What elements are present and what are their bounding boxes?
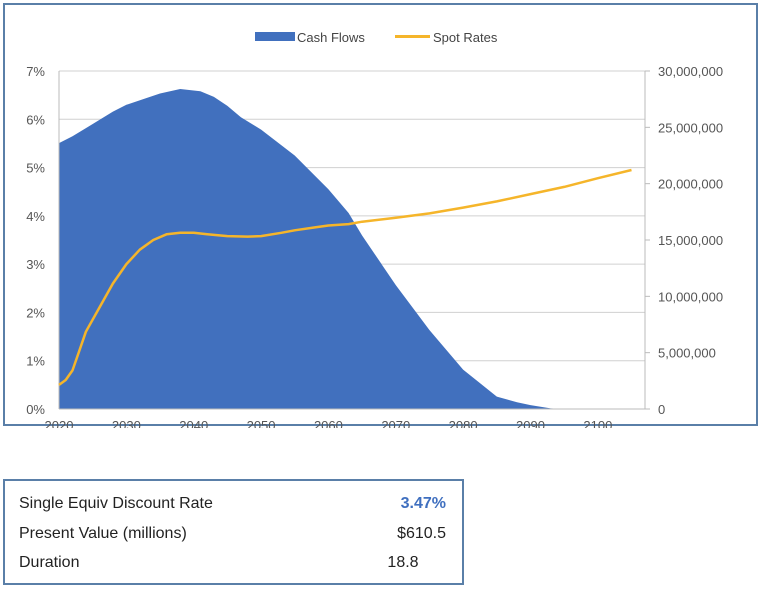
x-axis-tick-label: 2040 (179, 418, 208, 428)
stat-row-duration: Duration 18.8 (19, 548, 446, 578)
x-axis-tick-label: 2020 (45, 418, 74, 428)
legend-label-spot-rates: Spot Rates (433, 30, 498, 45)
left-axis-tick-label: 5% (26, 161, 45, 176)
left-axis-tick-label: 1% (26, 354, 45, 369)
right-axis-tick-label: 5,000,000 (658, 346, 716, 361)
cash-flows-area (59, 89, 565, 409)
left-axis-tick-label: 7% (26, 64, 45, 79)
left-axis-tick-label: 2% (26, 305, 45, 320)
right-axis-tick-label: 20,000,000 (658, 177, 723, 192)
right-axis-tick-label: 0 (658, 402, 665, 417)
cash-flow-spot-rate-chart: 0% 1% 2% 3% 4% 5% 6% 7% 0 5,000,000 10,000,000 15,0… (26, 30, 723, 428)
chart-panel: 0% 1% 2% 3% 4% 5% 6% 7% 0 5,000,000 10,000,000 15,0… (3, 3, 758, 428)
stat-label: Present Value (millions) (19, 524, 187, 542)
x-axis-tick-label: 2050 (247, 418, 276, 428)
legend-label-cash-flows: Cash Flows (297, 30, 365, 45)
stat-value: $610.5 (397, 524, 446, 542)
stat-value: 18.8 (387, 554, 419, 571)
x-axis-tick-label: 2090 (516, 418, 545, 428)
right-axis-tick-label: 15,000,000 (658, 233, 723, 248)
x-axis-tick-label: 2100 (583, 418, 612, 428)
stat-row-discount-rate: Single Equiv Discount Rate 3.47% (19, 489, 446, 519)
left-axis-tick-label: 4% (26, 209, 45, 224)
left-axis-tick-label: 6% (26, 112, 45, 127)
spot-rates-line (58, 168, 632, 386)
stat-label: Single Equiv Discount Rate (19, 495, 213, 512)
x-axis-tick-label: 2030 (112, 418, 141, 428)
stat-value: 3.47% (400, 495, 446, 512)
left-axis-tick-label: 0% (26, 402, 45, 417)
x-axis-tick-label: 2060 (314, 418, 343, 428)
stat-row-present-value: Present Value (millions) $610.5 (19, 519, 446, 549)
right-axis-tick-label: 30,000,000 (658, 64, 723, 79)
x-axis-tick-label: 2080 (449, 418, 478, 428)
legend-swatch-cash-flows (255, 32, 295, 41)
left-axis-tick-label: 3% (26, 257, 45, 272)
right-axis-tick-label: 10,000,000 (658, 289, 723, 304)
summary-table: Single Equiv Discount Rate 3.47% Present… (3, 479, 464, 585)
x-axis-tick-label: 2070 (381, 418, 410, 428)
stat-label: Duration (19, 554, 80, 571)
right-axis-tick-label: 25,000,000 (658, 120, 723, 135)
